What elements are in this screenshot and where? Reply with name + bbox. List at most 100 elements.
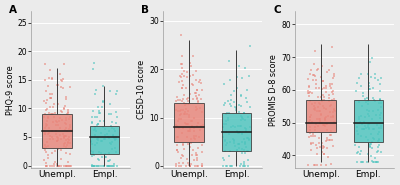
Point	[236, 142, 242, 145]
Point	[308, 143, 315, 146]
Point	[192, 151, 199, 154]
Point	[101, 119, 108, 122]
Point	[312, 108, 318, 111]
Point	[47, 96, 54, 99]
Point	[313, 144, 319, 147]
Point	[373, 113, 380, 116]
Bar	[354, 100, 383, 142]
Point	[98, 151, 104, 154]
Point	[65, 109, 71, 112]
Point	[60, 164, 67, 167]
Point	[220, 164, 226, 167]
Point	[235, 132, 241, 134]
Point	[91, 153, 98, 156]
Point	[318, 95, 325, 98]
Point	[174, 149, 180, 152]
Point	[223, 123, 229, 126]
Point	[174, 96, 180, 99]
Point	[47, 138, 53, 141]
Point	[314, 96, 321, 99]
Point	[234, 76, 240, 79]
Point	[194, 164, 200, 167]
Point	[186, 116, 193, 119]
Point	[92, 88, 99, 91]
Point	[58, 79, 65, 82]
Point	[90, 109, 96, 112]
Point	[320, 152, 327, 155]
Point	[199, 162, 205, 165]
Point	[308, 148, 314, 151]
Point	[191, 134, 197, 137]
Point	[185, 99, 192, 102]
Point	[194, 96, 200, 99]
Point	[360, 127, 367, 130]
Point	[96, 110, 102, 113]
Point	[329, 98, 335, 101]
Point	[360, 92, 366, 95]
Point	[238, 118, 244, 121]
Point	[354, 125, 360, 128]
Point	[377, 90, 383, 93]
Point	[60, 135, 67, 138]
Point	[322, 123, 329, 126]
Point	[44, 116, 51, 119]
Point	[375, 160, 382, 163]
Point	[376, 138, 382, 141]
Point	[57, 72, 63, 75]
Point	[98, 164, 104, 167]
Bar	[306, 100, 336, 132]
Point	[328, 130, 334, 133]
Point	[174, 144, 180, 147]
Point	[238, 162, 244, 165]
Point	[54, 164, 61, 167]
Point	[331, 72, 337, 75]
Point	[110, 164, 116, 167]
Point	[106, 130, 113, 132]
Point	[328, 104, 335, 107]
Point	[316, 110, 322, 113]
Point	[228, 99, 234, 102]
Point	[377, 97, 383, 100]
Point	[187, 164, 194, 167]
Point	[194, 154, 200, 157]
Point	[179, 153, 186, 156]
Point	[231, 139, 237, 142]
Point	[377, 117, 383, 120]
Point	[55, 84, 61, 87]
Text: C: C	[273, 5, 281, 15]
Point	[106, 112, 112, 115]
Point	[56, 164, 62, 167]
Point	[317, 102, 323, 105]
Point	[366, 115, 372, 118]
Point	[313, 146, 320, 149]
Point	[95, 123, 102, 126]
Point	[108, 164, 114, 167]
Point	[321, 107, 328, 110]
Point	[239, 116, 246, 119]
Point	[44, 140, 51, 143]
Point	[243, 128, 250, 131]
Point	[176, 80, 182, 83]
Point	[65, 161, 71, 164]
Point	[327, 139, 333, 142]
Point	[89, 164, 96, 167]
Point	[357, 121, 363, 124]
Point	[50, 106, 56, 109]
Text: A: A	[9, 5, 17, 15]
Point	[322, 164, 329, 166]
Point	[377, 114, 383, 117]
Point	[194, 97, 201, 100]
Point	[224, 99, 231, 102]
Point	[180, 143, 186, 146]
Point	[180, 102, 187, 105]
Point	[375, 127, 382, 130]
Point	[91, 164, 97, 167]
Point	[368, 143, 374, 146]
Point	[44, 115, 51, 118]
Point	[197, 128, 203, 131]
Point	[177, 74, 184, 77]
Point	[180, 155, 186, 158]
Point	[314, 153, 320, 156]
Point	[246, 75, 252, 78]
Point	[234, 130, 240, 133]
